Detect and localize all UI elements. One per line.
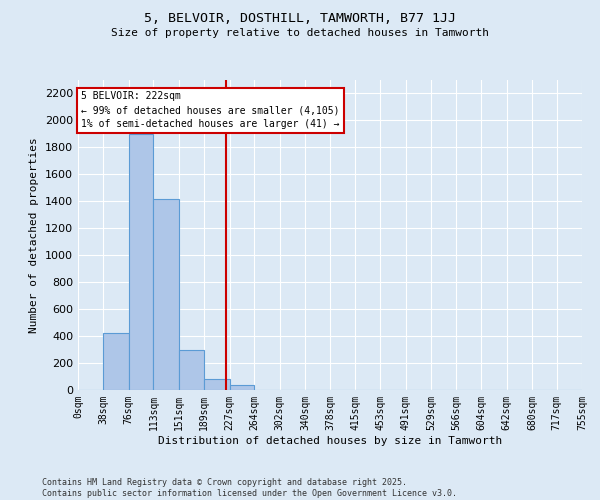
Bar — [129, 134, 154, 390]
Text: Size of property relative to detached houses in Tamworth: Size of property relative to detached ho… — [111, 28, 489, 38]
Y-axis label: Number of detached properties: Number of detached properties — [29, 137, 40, 333]
Text: 5, BELVOIR, DOSTHILL, TAMWORTH, B77 1JJ: 5, BELVOIR, DOSTHILL, TAMWORTH, B77 1JJ — [144, 12, 456, 26]
Text: 5 BELVOIR: 222sqm
← 99% of detached houses are smaller (4,105)
1% of semi-detach: 5 BELVOIR: 222sqm ← 99% of detached hous… — [82, 92, 340, 130]
Bar — [154, 198, 179, 390]
Bar — [204, 379, 230, 390]
X-axis label: Distribution of detached houses by size in Tamworth: Distribution of detached houses by size … — [158, 436, 502, 446]
Bar — [179, 350, 204, 390]
Text: Contains HM Land Registry data © Crown copyright and database right 2025.
Contai: Contains HM Land Registry data © Crown c… — [42, 478, 457, 498]
Bar — [103, 334, 129, 390]
Bar — [230, 384, 254, 390]
